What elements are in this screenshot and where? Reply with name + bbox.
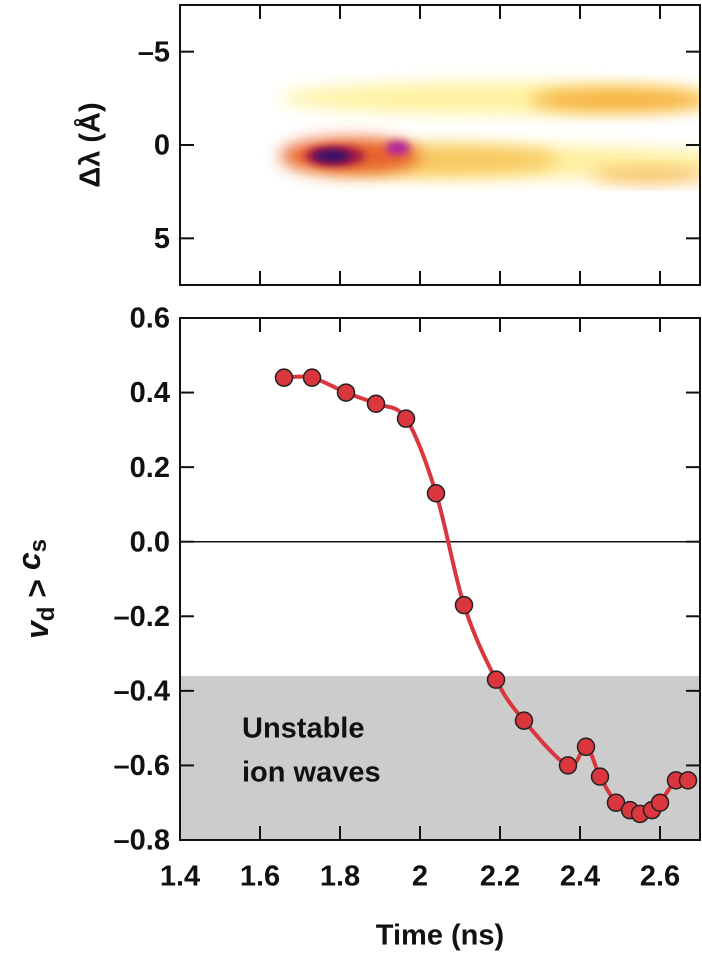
plot: –5 0 5 Δλ (Å) Unstable ion waves 1.4 1.6 1.8 2 2.2…	[11, 4, 701, 952]
y-tick-label: –0.6	[114, 750, 170, 782]
y-label-part: s	[25, 539, 52, 552]
spectrum-image	[280, 82, 700, 183]
x-tick-label: 2	[412, 861, 428, 893]
y-tick-label: –0.4	[114, 676, 170, 708]
region-label: Unstable	[242, 713, 364, 745]
data-point	[274, 368, 294, 387]
y-tick-label: 0.2	[130, 452, 170, 484]
y-tick-label: –5	[138, 36, 170, 68]
y-axis-label: vd > cs	[11, 539, 60, 639]
x-tick-label: 1.8	[320, 861, 360, 893]
y-tick-label: –0.2	[114, 601, 170, 633]
y-axis-label: Δλ (Å)	[74, 102, 107, 187]
data-point	[514, 711, 534, 730]
x-tick-label: 2.6	[640, 861, 680, 893]
x-tick-label: 2.4	[560, 861, 600, 893]
plot-frame	[179, 4, 701, 286]
data-point	[336, 383, 356, 402]
y-tick-label: 5	[154, 223, 170, 255]
x-axis-label: Time (ns)	[376, 920, 504, 952]
y-label-part: d	[33, 607, 60, 622]
x-tick-label: 1.6	[240, 861, 280, 893]
data-point	[366, 394, 386, 414]
y-label-part: c	[11, 552, 47, 570]
data-point	[650, 793, 670, 812]
plot-frame	[179, 317, 701, 841]
data-point	[606, 793, 626, 812]
data-point	[576, 737, 596, 757]
y-label-part: >	[19, 570, 55, 606]
data-point	[396, 409, 416, 428]
data-point	[486, 670, 506, 689]
y-tick-label: –0.8	[114, 825, 170, 857]
x-tick-label: 1.4	[160, 861, 200, 893]
region-label: ion waves	[242, 757, 381, 789]
y-label-part: v	[19, 619, 55, 639]
data-point	[454, 595, 474, 615]
data-point	[678, 771, 698, 790]
y-tick-label: 0	[154, 130, 170, 162]
y-tick-label: 0.4	[130, 377, 170, 409]
x-tick-label: 2.2	[480, 861, 520, 893]
data-point	[426, 483, 446, 503]
unstable-region	[180, 675, 700, 840]
y-tick-label: 0.6	[130, 303, 170, 335]
data-point	[558, 756, 578, 775]
y-tick-label: 0.0	[130, 526, 170, 558]
data-point	[302, 368, 322, 387]
data-point	[590, 767, 610, 786]
